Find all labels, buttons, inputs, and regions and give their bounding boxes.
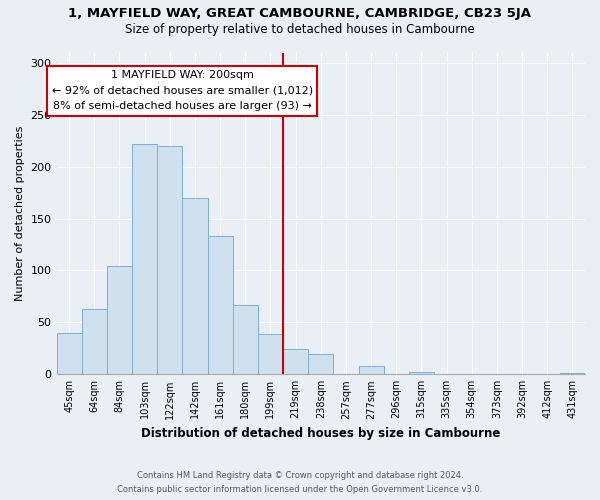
Bar xyxy=(82,309,107,374)
Bar xyxy=(56,333,82,374)
Text: 1 MAYFIELD WAY: 200sqm
← 92% of detached houses are smaller (1,012)
8% of semi-d: 1 MAYFIELD WAY: 200sqm ← 92% of detached… xyxy=(52,70,313,112)
Bar xyxy=(182,198,208,374)
Bar xyxy=(233,305,258,374)
Bar xyxy=(132,144,157,374)
X-axis label: Distribution of detached houses by size in Cambourne: Distribution of detached houses by size … xyxy=(141,427,500,440)
Bar xyxy=(308,354,334,374)
Text: 1, MAYFIELD WAY, GREAT CAMBOURNE, CAMBRIDGE, CB23 5JA: 1, MAYFIELD WAY, GREAT CAMBOURNE, CAMBRI… xyxy=(68,8,532,20)
Bar xyxy=(208,236,233,374)
Bar xyxy=(359,366,383,374)
Bar xyxy=(107,266,132,374)
Bar xyxy=(283,350,308,374)
Bar xyxy=(409,372,434,374)
Bar xyxy=(157,146,182,374)
Y-axis label: Number of detached properties: Number of detached properties xyxy=(15,126,25,301)
Bar xyxy=(258,334,283,374)
Text: Size of property relative to detached houses in Cambourne: Size of property relative to detached ho… xyxy=(125,22,475,36)
Text: Contains HM Land Registry data © Crown copyright and database right 2024.
Contai: Contains HM Land Registry data © Crown c… xyxy=(118,472,482,494)
